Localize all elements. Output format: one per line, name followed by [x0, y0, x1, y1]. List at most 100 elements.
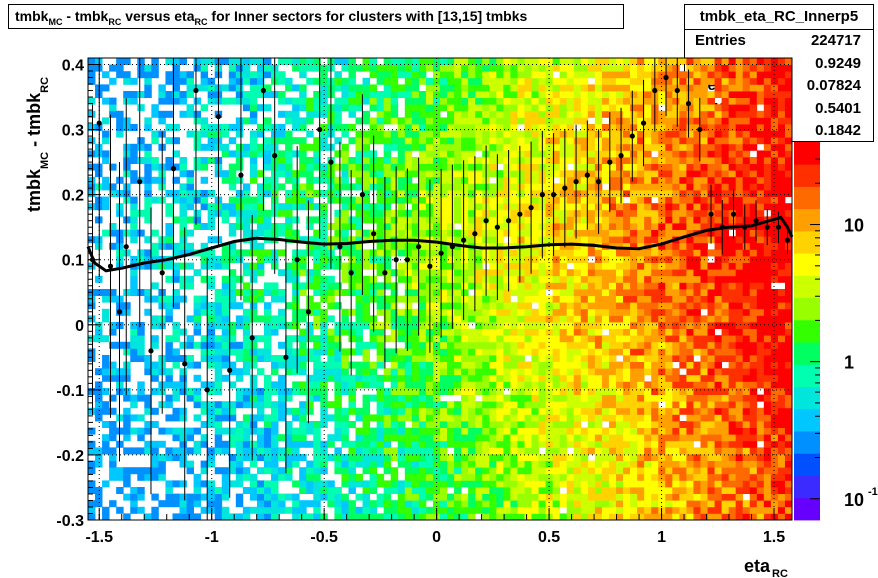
heatmap-cell: [137, 335, 145, 343]
heatmap-cell: [496, 170, 504, 178]
heatmap-cell: [369, 328, 378, 336]
heatmap-cell: [151, 374, 159, 382]
heatmap-cell: [123, 407, 131, 415]
heatmap-cell: [411, 282, 420, 290]
heatmap-cell: [228, 361, 237, 369]
heatmap-cell: [559, 407, 568, 415]
heatmap-cell: [376, 414, 385, 422]
heatmap-cell: [376, 110, 385, 118]
heatmap-cell: [475, 157, 483, 164]
heatmap-cell: [235, 434, 244, 442]
heatmap-cell: [397, 394, 406, 402]
heatmap-cell: [601, 223, 610, 230]
heatmap-cell: [306, 473, 314, 481]
heatmap-cell: [376, 454, 385, 461]
heatmap-cell: [306, 421, 314, 428]
heatmap-cell: [517, 480, 525, 488]
heatmap-cell: [489, 407, 497, 415]
heatmap-cell: [285, 440, 293, 448]
heatmap-cell: [411, 460, 420, 468]
heatmap-cell: [341, 308, 349, 316]
heatmap-cell: [432, 163, 441, 171]
heatmap-cell: [228, 467, 237, 475]
heatmap-cell: [461, 480, 469, 488]
heatmap-cell: [355, 275, 363, 283]
heatmap-cell: [383, 401, 392, 409]
heatmap-cell: [348, 328, 356, 336]
heatmap-cell: [214, 374, 223, 382]
heatmap-cell: [587, 236, 596, 244]
heatmap-cell: [383, 315, 392, 323]
heatmap-cell: [285, 368, 293, 376]
heatmap-cell: [362, 282, 370, 290]
heatmap-cell: [172, 295, 180, 303]
heatmap-cell: [573, 355, 582, 362]
heatmap-cell: [285, 143, 293, 151]
heatmap-cell: [249, 289, 258, 296]
heatmap-cell: [425, 414, 434, 422]
heatmap-cell: [651, 236, 659, 244]
heatmap-cell: [88, 440, 96, 448]
heatmap-cell: [461, 473, 469, 481]
heatmap-cell: [264, 104, 272, 112]
heatmap-cell: [454, 414, 462, 422]
heatmap-cell: [566, 427, 575, 435]
heatmap-cell: [531, 256, 539, 263]
heatmap-cell: [672, 150, 680, 158]
heatmap-cell: [214, 295, 223, 303]
heatmap-cell: [475, 223, 483, 230]
heatmap-cell: [341, 322, 349, 329]
heatmap-cell: [95, 493, 103, 501]
heatmap-cell: [475, 282, 483, 290]
heatmap-cell: [362, 289, 370, 296]
heatmap-cell: [580, 308, 589, 316]
heatmap-cell: [475, 355, 483, 362]
heatmap-cell: [482, 117, 490, 125]
heatmap-cell: [383, 249, 392, 257]
heatmap-cell: [686, 328, 694, 336]
heatmap-cell: [285, 262, 293, 270]
heatmap-cell: [559, 480, 568, 488]
heatmap-cell: [489, 117, 497, 125]
heatmap-cell: [672, 163, 680, 171]
heatmap-cell: [306, 269, 314, 277]
heatmap-cell: [447, 282, 455, 290]
heatmap-cell: [644, 454, 652, 461]
heatmap-cell: [580, 150, 589, 158]
heatmap-cell: [242, 440, 251, 448]
heatmap-cell: [278, 269, 286, 277]
heatmap-cell: [552, 355, 561, 362]
heatmap-cell: [228, 289, 237, 296]
heatmap-cell: [432, 137, 441, 145]
heatmap-cell: [559, 460, 568, 468]
heatmap-cell: [418, 104, 427, 112]
heatmap-cell: [461, 328, 469, 336]
heatmap-cell: [235, 341, 244, 349]
heatmap-cell: [376, 500, 385, 508]
heatmap-cell: [637, 440, 645, 448]
heatmap-cell: [362, 374, 370, 382]
heatmap-cell: [376, 117, 385, 125]
heatmap-cell: [306, 190, 314, 197]
heatmap-cell: [468, 487, 476, 494]
heatmap-cell: [679, 130, 687, 138]
heatmap-cell: [348, 374, 356, 382]
heatmap-cell: [679, 447, 687, 455]
heatmap-cell: [552, 480, 561, 488]
heatmap-cell: [482, 91, 490, 98]
heatmap-cell: [510, 275, 518, 283]
heatmap-cell: [651, 447, 659, 455]
heatmap-cell: [693, 480, 701, 488]
heatmap-cell: [538, 275, 546, 283]
heatmap-cell: [559, 97, 568, 105]
heatmap-cell: [559, 388, 568, 395]
heatmap-cell: [362, 341, 370, 349]
heatmap-cell: [313, 249, 321, 257]
heatmap-cell: [468, 506, 476, 514]
heatmap-cell: [573, 487, 582, 494]
heatmap-cell: [686, 150, 694, 158]
heatmap-cell: [397, 434, 406, 442]
heatmap-cell: [454, 143, 462, 151]
heatmap-cell: [193, 190, 202, 197]
heatmap-cell: [292, 454, 300, 461]
